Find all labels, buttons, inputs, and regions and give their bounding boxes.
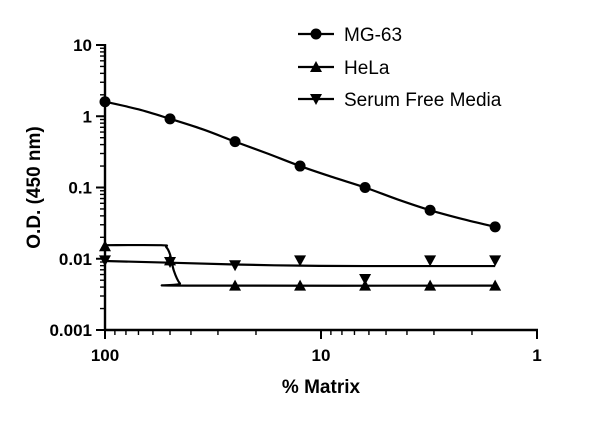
legend-item: Serum Free Media	[298, 90, 502, 111]
legend-item: MG-63	[298, 25, 402, 46]
data-point	[424, 279, 437, 291]
y-tick-label: 10	[73, 36, 92, 55]
data-point	[229, 260, 242, 272]
plot-area	[99, 96, 502, 291]
data-point	[359, 182, 371, 193]
series-curve	[104, 243, 496, 287]
data-point	[294, 160, 306, 172]
x-tick-label: 1	[532, 346, 541, 365]
legend-marker	[310, 61, 322, 72]
legend-marker	[310, 28, 322, 40]
data-point	[489, 255, 502, 267]
series-triangle-down	[99, 255, 502, 285]
x-tick-label: 100	[91, 346, 119, 365]
y-tick-label: 0.01	[59, 250, 92, 269]
data-point	[294, 255, 307, 267]
data-point	[489, 221, 501, 233]
data-point	[359, 279, 372, 291]
x-tick-label: 10	[312, 346, 331, 365]
data-point	[424, 255, 437, 267]
y-tick-label: 1	[83, 107, 92, 126]
axes	[103, 44, 538, 332]
y-axis-title: O.D. (450 nm)	[24, 126, 45, 248]
data-point	[164, 257, 177, 269]
series-circle	[99, 96, 501, 233]
legend-marker	[310, 94, 322, 105]
data-point	[294, 279, 307, 291]
data-point	[164, 113, 176, 125]
data-point	[424, 204, 436, 216]
legend-item: HeLa	[298, 58, 390, 79]
data-point	[489, 279, 502, 291]
y-tick-label: 0.001	[49, 321, 92, 340]
x-axis-title: % Matrix	[282, 377, 361, 398]
legend: MG-63 HeLa Serum Free Media	[298, 25, 502, 111]
ticks: 10 1 0.1 0.01 0.001 100 10 1	[49, 36, 541, 365]
y-tick-label: 0.1	[68, 179, 92, 198]
data-point	[229, 136, 241, 148]
data-point	[229, 279, 242, 291]
legend-label: MG-63	[344, 25, 402, 46]
legend-label: Serum Free Media	[344, 90, 502, 111]
data-point	[359, 273, 372, 285]
legend-label: HeLa	[344, 58, 390, 79]
